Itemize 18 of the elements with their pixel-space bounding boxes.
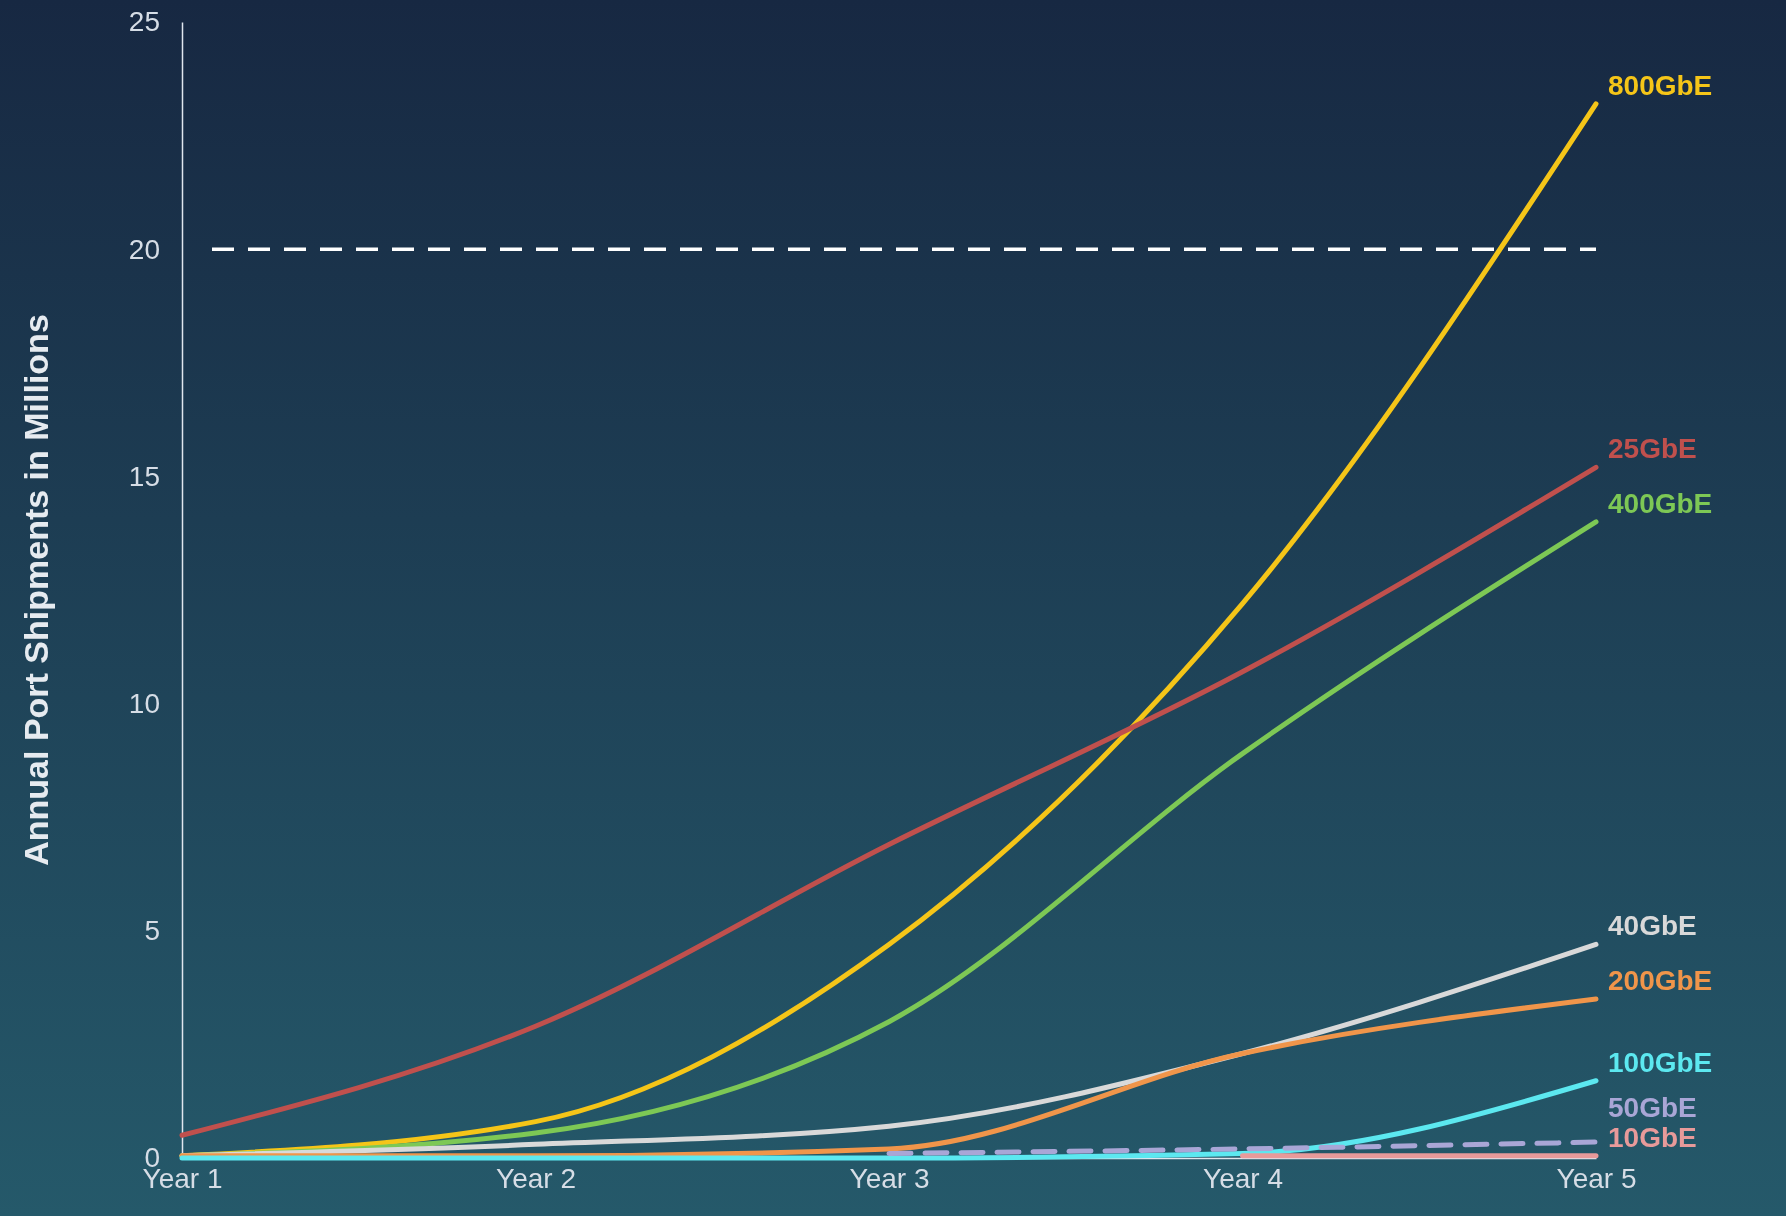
series-label: 800GbE bbox=[1608, 69, 1713, 101]
series-label: 50GbE bbox=[1608, 1091, 1697, 1123]
y-tick-label: 25 bbox=[128, 6, 160, 38]
x-tick-label: Year 2 bbox=[496, 1162, 576, 1194]
y-axis-title: Annual Port Shipments in Millions bbox=[17, 314, 55, 866]
y-tick-label: 15 bbox=[128, 460, 160, 492]
series-label: 10GbE bbox=[1608, 1121, 1697, 1153]
series-label: 40GbE bbox=[1608, 910, 1697, 942]
y-tick-label: 10 bbox=[128, 688, 160, 720]
series-label: 100GbE bbox=[1608, 1046, 1713, 1078]
y-tick-label: 20 bbox=[128, 233, 160, 265]
y-tick-label: 5 bbox=[144, 915, 160, 947]
series-label: 25GbE bbox=[1608, 433, 1697, 465]
x-tick-label: Year 3 bbox=[849, 1162, 930, 1194]
x-tick-label: Year 4 bbox=[1203, 1162, 1283, 1194]
series-label: 200GbE bbox=[1608, 964, 1713, 996]
series-label: 400GbE bbox=[1608, 487, 1713, 519]
x-tick-label: Year 5 bbox=[1556, 1162, 1637, 1194]
